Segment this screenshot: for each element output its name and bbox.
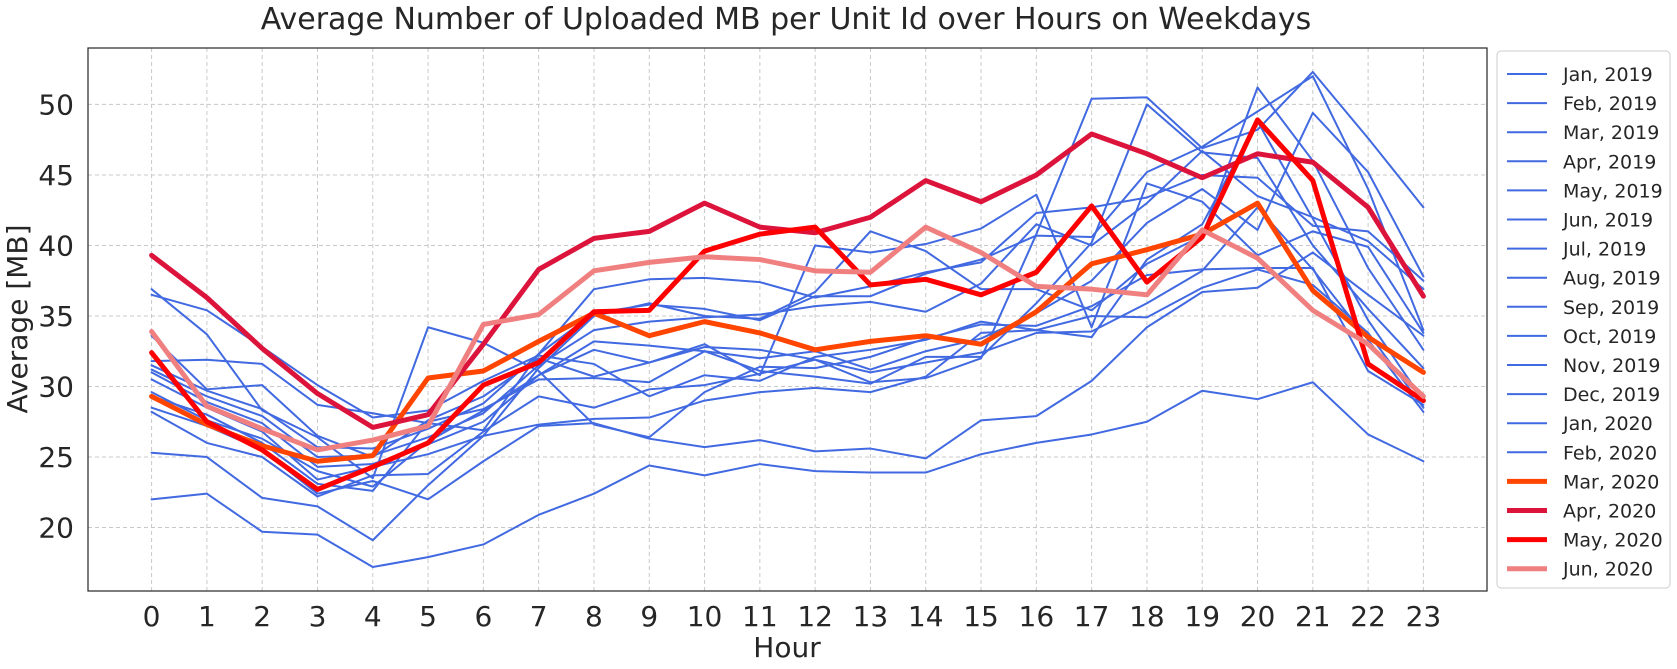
x-tick-label: 23 <box>1406 600 1442 633</box>
x-tick-label: 10 <box>687 600 723 633</box>
x-tick-label: 18 <box>1129 600 1165 633</box>
x-tick-label: 14 <box>908 600 944 633</box>
legend-entry: May, 2020 <box>1563 530 1663 552</box>
x-tick-label: 1 <box>198 600 216 633</box>
series-line <box>150 111 1425 468</box>
x-tick-label: 9 <box>640 600 658 633</box>
legend-entry: Jan, 2020 <box>1562 413 1653 435</box>
x-axis-ticks: 0 1 2 3 4 5 6 7 8 9 10 11 12 13 14 15 16 17 18 19 20 21 22 23 <box>143 600 1442 633</box>
series-line <box>149 200 1426 464</box>
x-tick-label: 22 <box>1350 600 1386 633</box>
legend-entry: Mar, 2019 <box>1563 122 1659 144</box>
legend-entry: Aug, 2019 <box>1563 268 1661 290</box>
x-tick-label: 5 <box>419 600 437 633</box>
legend-entry: Feb, 2019 <box>1563 93 1657 115</box>
x-tick-label: 2 <box>253 600 271 633</box>
x-tick-label: 11 <box>742 600 778 633</box>
series-line <box>149 117 1426 492</box>
legend-entry: Dec, 2019 <box>1563 384 1660 406</box>
x-tick-label: 7 <box>530 600 548 633</box>
legend-entry: Apr, 2020 <box>1563 501 1656 523</box>
x-tick-label: 16 <box>1019 600 1055 633</box>
series-line <box>150 103 1425 492</box>
x-tick-label: 12 <box>797 600 833 633</box>
series-line <box>149 224 1426 453</box>
chart-title: Average Number of Uploaded MB per Unit I… <box>261 2 1312 37</box>
x-tick-label: 8 <box>585 600 603 633</box>
legend-entry: Sep, 2019 <box>1563 297 1659 319</box>
legend-entry: Jun, 2020 <box>1562 559 1653 581</box>
x-tick-label: 6 <box>474 600 492 633</box>
x-tick-label: 4 <box>364 600 382 633</box>
series-lines <box>149 70 1426 569</box>
y-tick-label: 20 <box>38 512 74 545</box>
y-tick-label: 45 <box>38 159 74 192</box>
legend-entry: Nov, 2019 <box>1563 355 1661 377</box>
x-tick-label: 17 <box>1074 600 1110 633</box>
y-axis-ticks: 20 25 30 35 40 45 50 <box>38 88 74 544</box>
x-tick-label: 13 <box>853 600 889 633</box>
legend-entry: Apr, 2019 <box>1563 151 1656 173</box>
series-line <box>150 381 1425 569</box>
x-tick-label: 15 <box>963 600 999 633</box>
x-tick-label: 20 <box>1240 600 1276 633</box>
legend-entry: Oct, 2019 <box>1563 326 1656 348</box>
legend-entry: Jan, 2019 <box>1562 64 1653 86</box>
y-tick-label: 50 <box>38 88 74 121</box>
legend-entry: May, 2019 <box>1563 180 1663 202</box>
series-line <box>150 182 1425 459</box>
x-tick-label: 21 <box>1295 600 1331 633</box>
y-tick-label: 35 <box>38 300 74 333</box>
y-tick-label: 25 <box>38 441 74 474</box>
legend-entry: Mar, 2020 <box>1563 471 1659 493</box>
legend-box <box>1496 50 1671 589</box>
legend-entry: Feb, 2020 <box>1563 442 1657 464</box>
y-axis-label: Average [MB] <box>1 224 34 413</box>
legend-entry: Jun, 2019 <box>1562 210 1653 232</box>
x-tick-label: 3 <box>309 600 327 633</box>
series-line <box>150 268 1425 542</box>
plot-frame <box>87 47 1488 592</box>
x-axis-label: Hour <box>753 631 821 664</box>
legend-entry: Jul, 2019 <box>1562 239 1646 261</box>
y-tick-label: 40 <box>38 229 74 262</box>
legend: Jan, 2019 Feb, 2019 Mar, 2019 Apr, 2019 May,… <box>1496 50 1671 589</box>
x-tick-label: 0 <box>143 600 161 633</box>
x-tick-label: 19 <box>1184 600 1220 633</box>
y-tick-label: 30 <box>38 370 74 403</box>
